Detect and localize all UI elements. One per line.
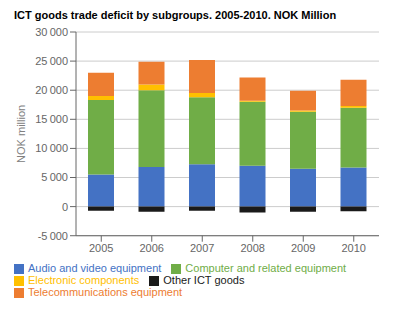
svg-text:15 000: 15 000 [35,113,68,125]
svg-text:2007: 2007 [190,242,214,254]
html-text:Other ICT goods: Other ICT goods [163,273,245,286]
svg-text:0: 0 [62,201,68,213]
svg-text:25 000: 25 000 [35,55,68,67]
html-text:Computer and related equipment: Computer and related equipment [185,261,347,274]
svg-text:2005: 2005 [89,242,113,254]
svg-text:2010: 2010 [342,242,366,254]
svg-text:2008: 2008 [241,242,265,254]
html-text:ICT goods trade deficit by sub: ICT goods trade deficit by subgroups. 20… [14,9,337,21]
svg-text:-5 000: -5 000 [38,230,68,242]
svg-text:30 000: 30 000 [35,26,68,38]
html-text:Electronic components: Electronic components [28,273,140,286]
html-text:Audio and video equipment: Audio and video equipment [28,261,162,274]
svg-text:2009: 2009 [291,242,315,254]
svg-text:20 000: 20 000 [35,84,68,96]
svg-text:NOK million: NOK million [15,105,27,163]
svg-text:5 000: 5 000 [41,171,68,183]
html-text:Telecommunications equipment: Telecommunications equipment [28,285,183,298]
svg-text:2006: 2006 [140,242,164,254]
svg-text:10 000: 10 000 [35,142,68,154]
